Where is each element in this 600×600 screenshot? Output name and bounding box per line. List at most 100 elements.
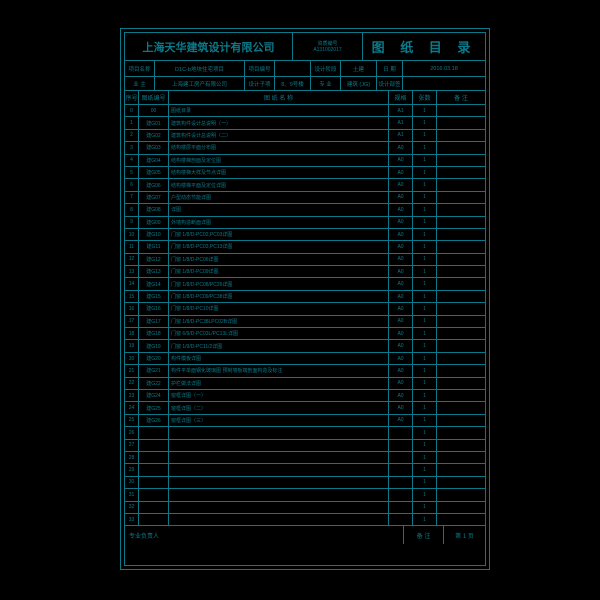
cell: 建G26 xyxy=(139,415,169,426)
cell: A0 xyxy=(389,142,413,153)
cell: A0 xyxy=(389,155,413,166)
cell: 1 xyxy=(413,340,437,351)
cell: 门窗 1/8/D-PC03,PC13详图 xyxy=(169,241,389,252)
cell xyxy=(437,117,485,128)
meta-value xyxy=(275,61,311,76)
cell: 建G05 xyxy=(139,167,169,178)
cell: 建G24 xyxy=(139,390,169,401)
table-row: 321 xyxy=(125,502,485,514)
cell: A0 xyxy=(389,266,413,277)
table-body: 000图纸目录A111建G01建筑构件设计总说明（一）A112建G02建筑构件设… xyxy=(125,105,485,526)
cell: 3 xyxy=(125,142,139,153)
cell: 建G09 xyxy=(139,217,169,228)
cell xyxy=(389,489,413,500)
table-row: 5建G05结构楼梯大样及节点详图A01 xyxy=(125,167,485,179)
cell: 1 xyxy=(413,167,437,178)
cell xyxy=(437,130,485,141)
cell: A0 xyxy=(389,278,413,289)
footer-page: 第 1 页 xyxy=(443,526,485,544)
cell: 1 xyxy=(413,365,437,376)
table-row: 13建G13门窗 1/8/D-PC09详图A01 xyxy=(125,266,485,278)
cell: 门窗 1/8/D-PC10详图 xyxy=(169,303,389,314)
table-row: 17建G17门窗 1/8/D-PC38LPC02B详图A01 xyxy=(125,316,485,328)
meta-label: 日 期 xyxy=(377,61,403,76)
cell: A0 xyxy=(389,254,413,265)
cell: 建G01 xyxy=(139,117,169,128)
table-row: 4建G04结构楼梯剖面及定位图A01 xyxy=(125,155,485,167)
cell: 窗框详图（二） xyxy=(169,402,389,413)
cell: 建G06 xyxy=(139,179,169,190)
cell: A0 xyxy=(389,192,413,203)
footer: 专业负责人 备 注 第 1 页 xyxy=(125,526,485,544)
meta-value: 上海建工房产有限公司 xyxy=(155,77,245,91)
cell xyxy=(437,402,485,413)
cell: 33 xyxy=(125,514,139,525)
cell: 1 xyxy=(413,316,437,327)
cell: 建G08 xyxy=(139,204,169,215)
table-row: 2建G02建筑构件设计总说明（二）A11 xyxy=(125,130,485,142)
cell: A0 xyxy=(389,390,413,401)
col-name-header: 图 纸 名 称 xyxy=(169,91,389,104)
cell: 户型动态节能详图 xyxy=(169,192,389,203)
table-row: 14建G14门窗 1/8/D-PC08/PC26详图A01 xyxy=(125,278,485,290)
cell xyxy=(139,464,169,475)
table-row: 23建G24窗框详图（一）A01 xyxy=(125,390,485,402)
cell xyxy=(437,105,485,116)
table-row: 22建G22护栏做法详图A01 xyxy=(125,378,485,390)
meta-value: 建筑 (JG) xyxy=(341,77,377,91)
cell xyxy=(139,502,169,513)
cell: 7 xyxy=(125,192,139,203)
cell xyxy=(437,477,485,488)
meta-label: 项目名称 xyxy=(125,61,155,76)
cell xyxy=(437,440,485,451)
meta-value: 8、9号楼 xyxy=(275,77,311,91)
cell: 建G16 xyxy=(139,303,169,314)
cell: 1 xyxy=(413,353,437,364)
cell: 00 xyxy=(139,105,169,116)
table-row: 7建G07户型动态节能详图A01 xyxy=(125,192,485,204)
footer-left-label: 专业负责人 xyxy=(125,526,163,544)
cell: A0 xyxy=(389,340,413,351)
cell: 1 xyxy=(413,130,437,141)
cell xyxy=(437,266,485,277)
cell xyxy=(437,204,485,215)
cell xyxy=(437,316,485,327)
cell: 1 xyxy=(413,291,437,302)
cell: 1 xyxy=(413,105,437,116)
cell xyxy=(389,464,413,475)
cell xyxy=(139,514,169,525)
cell: 1 xyxy=(413,514,437,525)
cell xyxy=(139,427,169,438)
cell xyxy=(437,179,485,190)
cell xyxy=(437,365,485,376)
meta-label: 专 业 xyxy=(311,77,341,91)
company-name: 上海天华建筑设计有限公司 xyxy=(125,33,293,60)
cell xyxy=(139,440,169,451)
meta-label: 业 主 xyxy=(125,77,155,91)
cell: 23 xyxy=(125,390,139,401)
cell: 1 xyxy=(413,217,437,228)
cell xyxy=(437,217,485,228)
cell: A0 xyxy=(389,179,413,190)
cell: 建G19 xyxy=(139,340,169,351)
meta-label: 设计部签 xyxy=(377,77,403,91)
meta-row-1: 项目名称D1C-b地块住宅项目项目编号设计阶段土建日 期2016.03.18 xyxy=(125,61,485,76)
cell: 24 xyxy=(125,402,139,413)
cell: 结构楼梯剖面及定位图 xyxy=(169,155,389,166)
cell: 建筑构件设计总说明（二） xyxy=(169,130,389,141)
cell: A0 xyxy=(389,303,413,314)
cell: 门窗 6/9/D-PC03L/PC13L详图 xyxy=(169,328,389,339)
cell: 建G22 xyxy=(139,378,169,389)
cell xyxy=(437,427,485,438)
cell xyxy=(437,353,485,364)
cell: 1 xyxy=(413,378,437,389)
cell: 构件模板详图 xyxy=(169,353,389,364)
cell: 构件平单面钢化玻璃图 预制墙板端剖面构造及标注 xyxy=(169,365,389,376)
cell: 18 xyxy=(125,328,139,339)
cell: 门窗 1/8/D-PC38LPC02B详图 xyxy=(169,316,389,327)
table-row: 11建G11门窗 1/8/D-PC03,PC13详图A01 xyxy=(125,241,485,253)
cell: 14 xyxy=(125,278,139,289)
table-row: 9建G09外墙构造断面详图A01 xyxy=(125,217,485,229)
cell: 结构楼梯大样及节点详图 xyxy=(169,167,389,178)
cell: 门窗 1/9/D-PC11/2详图 xyxy=(169,340,389,351)
